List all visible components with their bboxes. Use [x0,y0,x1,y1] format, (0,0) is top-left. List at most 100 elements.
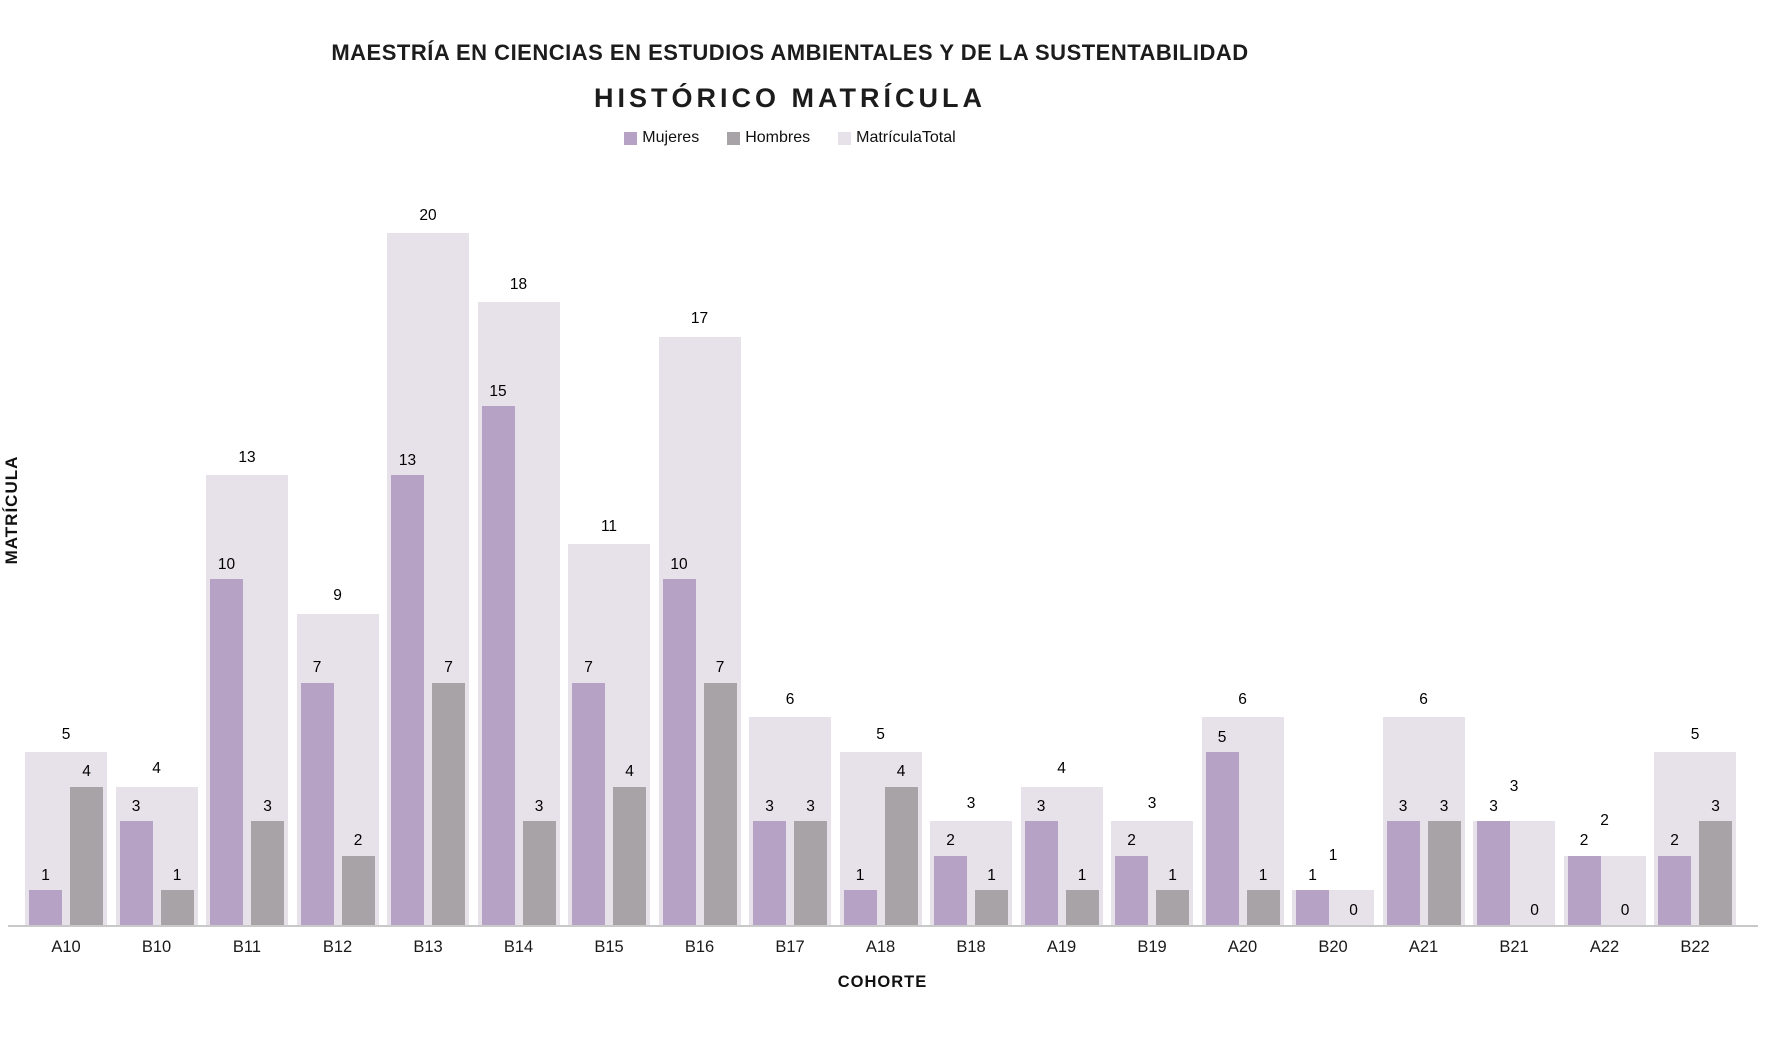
bar-group-B20: 1 0 1 B20 [1292,225,1374,956]
label-total-B18: 3 [966,794,976,812]
chart-header: MAESTRÍA EN CIENCIAS EN ESTUDIOS AMBIENT… [0,0,1580,147]
label-mujeres-B21: 3 [1489,797,1498,815]
label-hombres-B21: 0 [1530,901,1539,919]
x-tick-B17: B17 [775,938,805,956]
bar-group-B13: 13 7 20 B13 [387,207,469,956]
bar-mujeres-B18 [934,855,967,925]
bar-hombres-B15 [613,786,646,925]
bar-mujeres-A22 [1567,855,1601,925]
label-hombres-B20: 0 [1349,901,1358,919]
label-hombres-A19: 1 [1077,866,1087,884]
chart-title: MAESTRÍA EN CIENCIAS EN ESTUDIOS AMBIENT… [331,40,1249,65]
x-tick-B14: B14 [503,938,534,956]
x-tick-B10: B10 [141,938,172,956]
label-hombres-B13: 7 [444,659,453,677]
bar-hombres-A20 [1246,890,1280,925]
bar-hombres-B10 [160,890,194,925]
label-hombres-A20: 1 [1258,866,1268,884]
bar-hombres-B16 [703,682,737,925]
label-hombres-B11: 3 [263,797,272,815]
label-mujeres-B12: 7 [312,659,322,677]
x-tick-A19: A19 [1046,938,1077,956]
bar-group-A21: 3 3 6 A21 [1382,225,1465,956]
label-total-B22: 5 [1690,725,1700,743]
bar-group-B15: 7 4 11 B15 [568,225,650,956]
label-total-A19: 4 [1057,760,1066,778]
x-tick-B22: B22 [1680,938,1710,956]
label-total-A22: 2 [1600,812,1609,830]
bar-hombres-B11 [251,821,284,925]
bar-group-B19: 2 1 3 B19 [1111,225,1193,956]
bar-mujeres-A19 [1024,821,1058,925]
x-tick-B12: B12 [322,938,353,956]
bar-group-A20: 5 1 6 A20 [1201,225,1284,956]
label-total-B15: 11 [600,517,618,535]
label-mujeres-B13: 13 [398,451,417,469]
label-total-B14: 18 [509,275,528,293]
bar-group-B18: 2 1 3 B18 [930,225,1012,956]
label-hombres-A18: 4 [896,763,906,781]
label-hombres-B14: 3 [534,797,544,815]
legend-swatch-hombres [727,131,741,145]
label-hombres-A10: 4 [82,763,91,781]
bar-mujeres-A20 [1205,752,1239,925]
label-hombres-B12: 2 [353,832,363,850]
x-tick-B13: B13 [413,938,443,956]
x-tick-B15: B15 [594,938,624,956]
bar-hombres-B14 [522,821,556,925]
bar-group-B11: 10 3 13 B11 [206,225,288,956]
legend-item-mujeres: Mujeres [624,129,699,147]
x-tick-A21: A21 [1408,938,1439,956]
label-mujeres-B10: 3 [131,797,141,815]
bar-hombres-A19 [1065,890,1099,925]
label-hombres-A21: 3 [1439,797,1449,815]
label-hombres-B18: 1 [987,866,996,884]
bar-mujeres-B21 [1477,821,1510,925]
bar-group-A10: 1 4 5 A10 [25,225,107,956]
chart-legend: Mujeres Hombres MatrículaTotal [0,129,1580,147]
label-mujeres-A21: 3 [1398,797,1408,815]
label-mujeres-B11: 10 [217,555,236,573]
label-mujeres-A19: 3 [1036,797,1046,815]
bar-hombres-B22 [1699,821,1732,925]
legend-item-matriculatotal: MatrículaTotal [838,129,956,147]
bar-hombres-B13 [432,682,465,925]
label-mujeres-A22: 2 [1579,832,1589,850]
label-hombres-A22: 0 [1620,901,1630,919]
label-total-B13: 20 [419,206,437,224]
label-total-B17: 6 [785,690,795,708]
label-total-A21: 6 [1419,690,1428,708]
bar-mujeres-B16 [662,579,696,925]
bar-hombres-B19 [1156,890,1189,925]
bar-group-B22: 2 3 5 B22 [1654,225,1736,956]
bar-mujeres-B11 [210,579,243,925]
label-mujeres-A20: 5 [1217,728,1227,746]
x-tick-A18: A18 [865,938,896,956]
label-mujeres-B19: 2 [1127,832,1136,850]
label-total-A18: 5 [876,725,885,743]
bar-mujeres-B19 [1115,855,1148,925]
bar-group-A22: 2 0 2 A22 [1563,225,1646,956]
label-hombres-B17: 3 [806,797,815,815]
label-mujeres-B15: 7 [584,659,593,677]
x-axis-line [8,925,1758,927]
legend-swatch-matriculatotal [838,131,852,145]
x-tick-A10: A10 [51,938,81,956]
label-mujeres-B14: 15 [489,382,507,400]
label-hombres-B15: 4 [625,763,634,781]
bar-group-A19: 3 1 4 A19 [1020,225,1103,956]
label-mujeres-B22: 2 [1670,832,1679,850]
bar-group-B16: 10 7 17 B16 [658,225,741,956]
bar-mujeres-B22 [1658,855,1691,925]
label-total-B19: 3 [1147,794,1157,812]
label-mujeres-B17: 3 [765,797,774,815]
label-mujeres-B20: 1 [1308,866,1317,884]
label-hombres-B22: 3 [1711,797,1720,815]
label-total-B21: 3 [1509,777,1519,795]
bar-mujeres-A18 [843,890,877,925]
bar-group-A18: 1 4 5 A18 [839,225,922,956]
legend-label-mujeres: Mujeres [642,129,700,146]
x-tick-B20: B20 [1318,938,1348,956]
label-mujeres-B16: 10 [670,555,688,573]
